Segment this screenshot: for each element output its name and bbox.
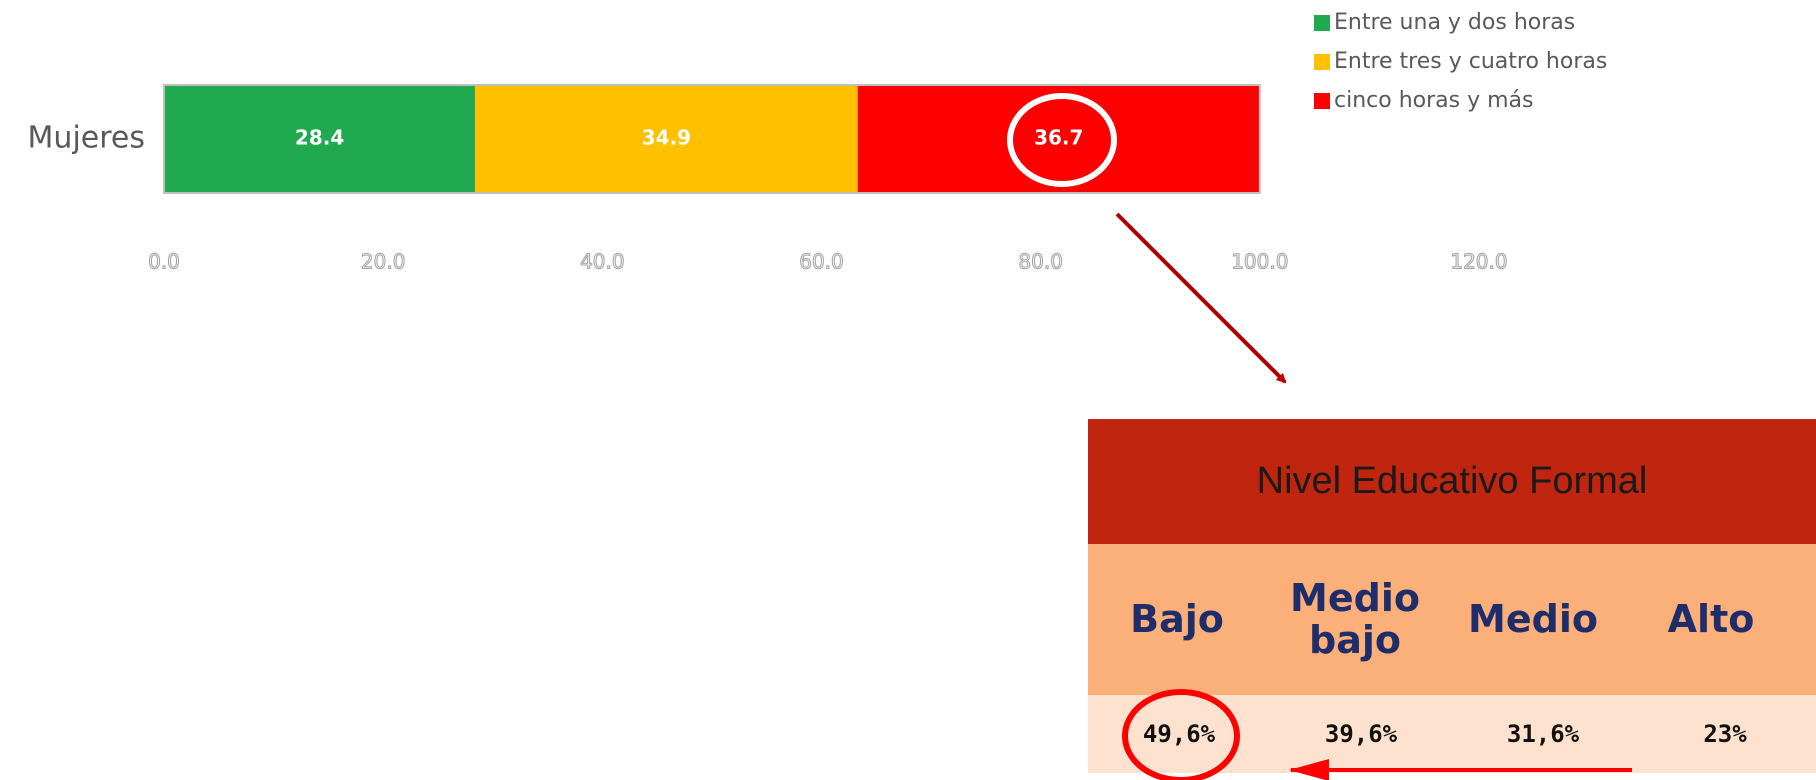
data-label: 36.7 xyxy=(1034,126,1083,150)
legend-label: Entre una y dos horas xyxy=(1334,10,1575,35)
bar-segment xyxy=(164,85,476,193)
bar-segment xyxy=(475,85,858,193)
bar-outline xyxy=(163,84,1261,194)
value-cell: 23% xyxy=(1703,720,1747,748)
header-cell: Medio bajo xyxy=(1290,575,1420,662)
legend-label: cinco horas y más xyxy=(1334,88,1533,113)
title-row: Nivel Educativo Formal xyxy=(1088,419,1816,544)
header-cell: Alto xyxy=(1667,596,1755,641)
data-label: 34.9 xyxy=(642,126,691,150)
y-tick-label: Mujeres xyxy=(28,121,145,156)
x-tick-label: 40.0 xyxy=(580,250,625,274)
x-tick-label: 60.0 xyxy=(799,250,844,274)
x-tick-label: 120.0 xyxy=(1450,250,1507,274)
table-title: Nivel Educativo Formal xyxy=(1256,460,1648,502)
header-cell: Bajo xyxy=(1130,596,1224,641)
legend-label: Entre tres y cuatro horas xyxy=(1334,49,1607,74)
value-cell: 39,6% xyxy=(1324,720,1398,748)
header-cell: Medio xyxy=(1468,596,1598,641)
table: Nivel Educativo Formal Bajo Medio bajo Med… xyxy=(1088,419,1816,773)
value-cell: 31,6% xyxy=(1506,720,1580,748)
x-tick-label: 20.0 xyxy=(361,250,406,274)
x-tick-label: 0.0 xyxy=(148,250,180,274)
header-row: Bajo Medio bajo Medio Alto xyxy=(1088,544,1816,695)
x-tick-label: 100.0 xyxy=(1231,250,1288,274)
legend-swatch xyxy=(1314,15,1330,31)
x-tick-label: 80.0 xyxy=(1018,250,1063,274)
value-cell: 49,6% xyxy=(1142,720,1216,748)
legend-swatch xyxy=(1314,93,1330,109)
value-row: 49,6% 39,6% 31,6% 23% xyxy=(1088,695,1816,773)
data-label: 28.4 xyxy=(295,126,344,150)
legend-swatch xyxy=(1314,54,1330,70)
